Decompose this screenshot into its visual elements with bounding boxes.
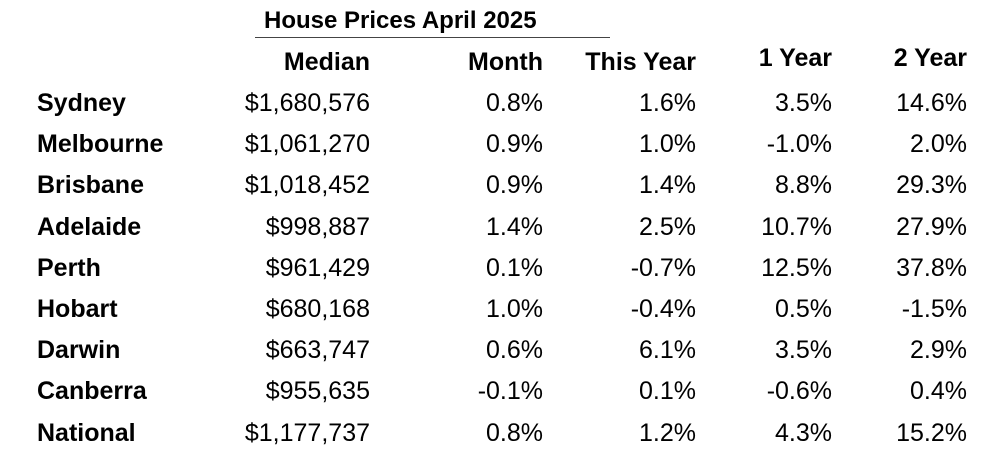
cell-city: Canberra: [37, 377, 147, 406]
cell-month: -0.1%: [477, 377, 543, 406]
cell-month: 1.0%: [486, 295, 543, 323]
cell-one-year: 8.8%: [775, 171, 832, 200]
cell-median: $1,177,737: [244, 418, 370, 447]
cell-one-year: 10.7%: [761, 212, 832, 241]
cell-city: Sydney: [37, 89, 126, 117]
cell-month: 0.6%: [486, 336, 543, 365]
cell-two-year: 2.0%: [910, 130, 967, 159]
table-row: Adelaide $998,887 1.4% 2.5% 10.7% 27.9%: [0, 213, 998, 253]
cell-month: 0.1%: [486, 253, 543, 282]
table-row: Melbourne $1,061,270 0.9% 1.0% -1.0% 2.0%: [0, 130, 998, 170]
cell-two-year: -1.5%: [901, 295, 967, 323]
cell-this-year: 6.1%: [639, 336, 696, 365]
cell-two-year: 2.9%: [910, 336, 967, 365]
table-row: Hobart $680,168 1.0% -0.4% 0.5% -1.5%: [0, 295, 998, 335]
table-row: Brisbane $1,018,452 0.9% 1.4% 8.8% 29.3%: [0, 171, 998, 211]
cell-median: $998,887: [265, 212, 370, 241]
cell-one-year: 0.5%: [775, 295, 832, 323]
cell-one-year: 3.5%: [775, 89, 832, 117]
title-underline: [255, 37, 610, 38]
cell-two-year: 27.9%: [896, 212, 967, 241]
header-median: Median: [283, 48, 370, 76]
cell-city: National: [37, 418, 136, 447]
table-row: Darwin $663,747 0.6% 6.1% 3.5% 2.9%: [0, 336, 998, 376]
cell-this-year: 2.5%: [639, 212, 696, 241]
cell-two-year: 29.3%: [896, 171, 967, 200]
cell-median: $680,168: [265, 295, 370, 323]
cell-month: 0.8%: [486, 89, 543, 117]
cell-city: Adelaide: [37, 212, 142, 241]
cell-median: $663,747: [265, 336, 370, 365]
cell-city: Melbourne: [37, 130, 164, 159]
cell-month: 0.9%: [486, 130, 543, 159]
cell-city: Hobart: [37, 295, 118, 323]
cell-two-year: 14.6%: [896, 89, 967, 117]
cell-one-year: -1.0%: [766, 130, 832, 159]
cell-this-year: 1.6%: [639, 89, 696, 117]
cell-one-year: 3.5%: [775, 336, 832, 365]
table-row: Sydney $1,680,576 0.8% 1.6% 3.5% 14.6%: [0, 89, 998, 129]
cell-this-year: -0.7%: [630, 253, 696, 282]
cell-this-year: 1.4%: [639, 171, 696, 200]
table-row: Canberra $955,635 -0.1% 0.1% -0.6% 0.4%: [0, 377, 998, 417]
cell-one-year: -0.6%: [766, 377, 832, 406]
table-title: House Prices April 2025: [264, 7, 537, 34]
cell-one-year: 12.5%: [761, 253, 832, 282]
cell-city: Perth: [37, 253, 101, 282]
cell-median: $1,018,452: [244, 171, 370, 200]
cell-median: $1,061,270: [244, 130, 370, 159]
cell-city: Darwin: [37, 336, 121, 365]
cell-this-year: 1.2%: [639, 418, 696, 447]
cell-month: 0.9%: [486, 171, 543, 200]
cell-month: 1.4%: [486, 212, 543, 241]
cell-city: Brisbane: [37, 171, 144, 200]
cell-this-year: -0.4%: [630, 295, 696, 323]
table-row: Perth $961,429 0.1% -0.7% 12.5% 37.8%: [0, 254, 998, 294]
cell-two-year: 37.8%: [896, 253, 967, 282]
cell-two-year: 15.2%: [896, 418, 967, 447]
cell-this-year: 1.0%: [639, 130, 696, 159]
header-2-year: 2 Year: [893, 44, 967, 72]
header-month: Month: [468, 48, 543, 76]
header-1-year: 1 Year: [758, 44, 832, 72]
header-this-year: This Year: [585, 48, 696, 76]
cell-two-year: 0.4%: [910, 377, 967, 406]
cell-median: $961,429: [265, 253, 370, 282]
table-row: National $1,177,737 0.8% 1.2% 4.3% 15.2%: [0, 419, 998, 459]
cell-median: $1,680,576: [244, 89, 370, 117]
cell-this-year: 0.1%: [639, 377, 696, 406]
cell-month: 0.8%: [486, 418, 543, 447]
cell-one-year: 4.3%: [775, 418, 832, 447]
cell-median: $955,635: [265, 377, 370, 406]
